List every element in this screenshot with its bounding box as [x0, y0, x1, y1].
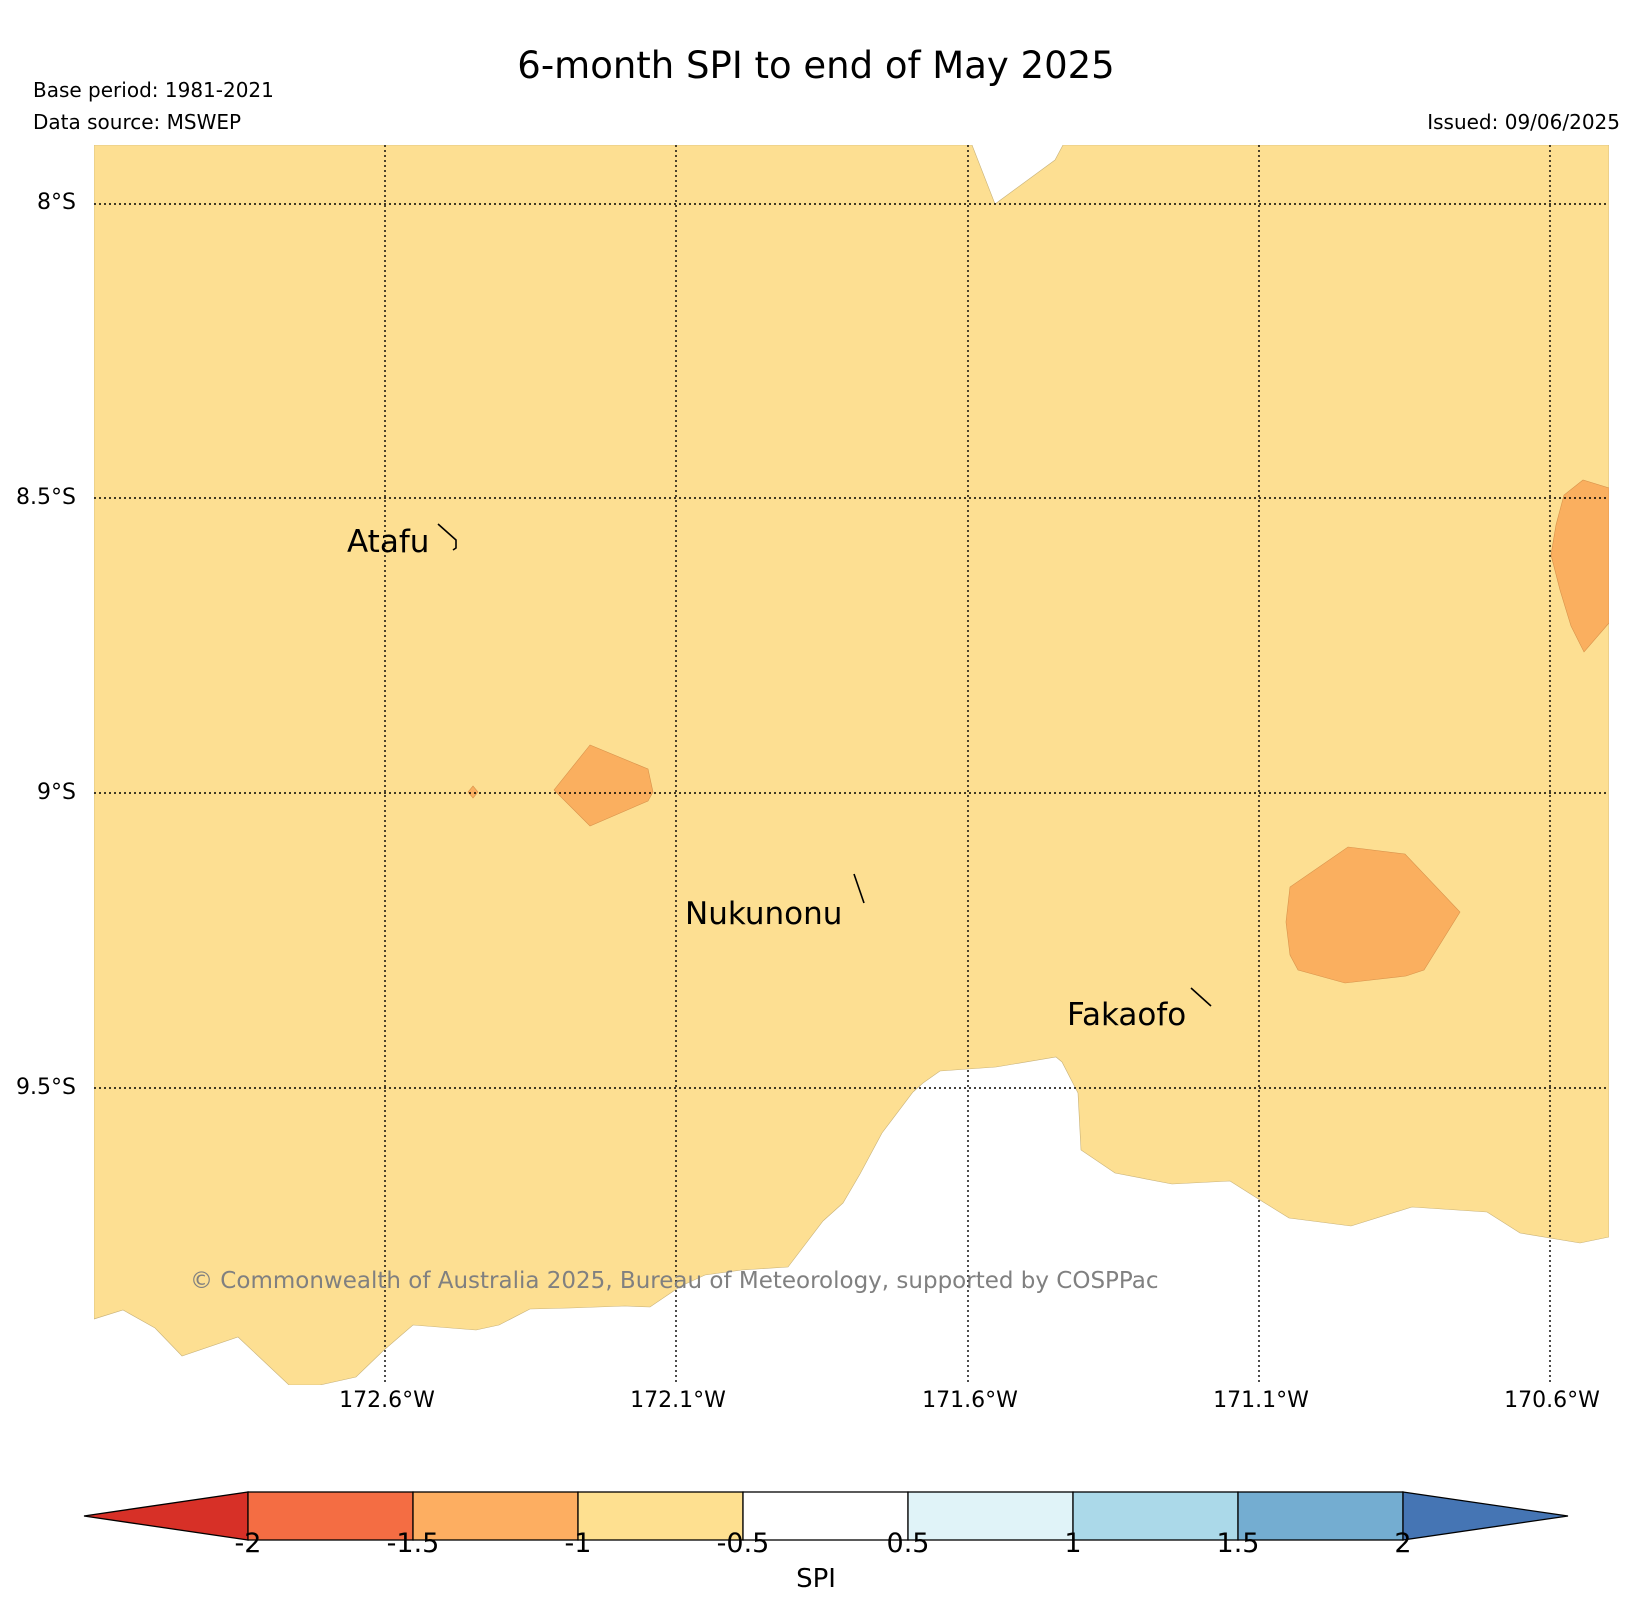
map-title: 6-month SPI to end of May 2025	[517, 44, 1115, 87]
nukunonu-atoll-outline	[853, 873, 865, 904]
issued-date-text: Issued: 09/06/2025	[1427, 110, 1620, 134]
colorbar-tick: -1.5	[386, 1528, 440, 1559]
lat-label-9-5s: 9.5°S	[16, 1075, 76, 1100]
lon-label-172-6w: 172.6°W	[339, 1388, 435, 1413]
colorbar-tick: -1	[564, 1528, 592, 1559]
data-source-text: Data source: MSWEP	[33, 110, 242, 134]
lat-label-9s: 9°S	[37, 780, 76, 805]
colorbar-label: SPI	[796, 1564, 836, 1594]
fakaofo-atoll-outline	[1190, 987, 1212, 1007]
colorbar-tick: 1.5	[1216, 1528, 1260, 1559]
place-label-fakaofo: Fakaofo	[1067, 997, 1187, 1033]
colorbar-tick: 1	[1064, 1528, 1082, 1559]
lon-label-172-1w: 172.1°W	[630, 1388, 726, 1413]
lon-label-171-6w: 171.6°W	[922, 1388, 1018, 1413]
colorbar-bin-1	[247, 1491, 414, 1541]
copyright-text: © Commonwealth of Australia 2025, Bureau…	[190, 1268, 1159, 1294]
colorbar-bin-2	[412, 1491, 579, 1541]
colorbar-bin-6	[1072, 1491, 1239, 1541]
lon-label-170-6w: 170.6°W	[1504, 1388, 1600, 1413]
place-label-nukunonu: Nukunonu	[685, 896, 843, 932]
lon-label-171-1w: 171.1°W	[1213, 1388, 1309, 1413]
colorbar-bin-3	[577, 1491, 744, 1541]
spi-region-severely-dry-central	[553, 744, 654, 827]
spi-region-severely-dry-east	[1550, 479, 1609, 653]
colorbar-tick: 0.5	[886, 1528, 930, 1559]
spi-region-severely-dry-southeast	[1285, 846, 1461, 984]
lat-label-8s: 8°S	[37, 190, 76, 215]
colorbar-bin-5	[907, 1491, 1074, 1541]
spi-region-moderately-dry	[94, 145, 1609, 1385]
colorbar-tick: 2	[1394, 1528, 1412, 1559]
spi-region-severely-dry-small	[467, 785, 479, 799]
longitude-gridlines	[384, 145, 1551, 1385]
place-label-atafu: Atafu	[347, 524, 430, 560]
lat-label-8-5s: 8.5°S	[16, 485, 76, 510]
colorbar-tick: -2	[234, 1528, 262, 1559]
colorbar-tick: -0.5	[716, 1528, 770, 1559]
colorbar-bin-7	[1237, 1491, 1404, 1541]
colorbar-extend-high	[1402, 1491, 1569, 1541]
base-period-text: Base period: 1981-2021	[33, 78, 274, 102]
atafu-atoll-outline	[437, 523, 457, 551]
